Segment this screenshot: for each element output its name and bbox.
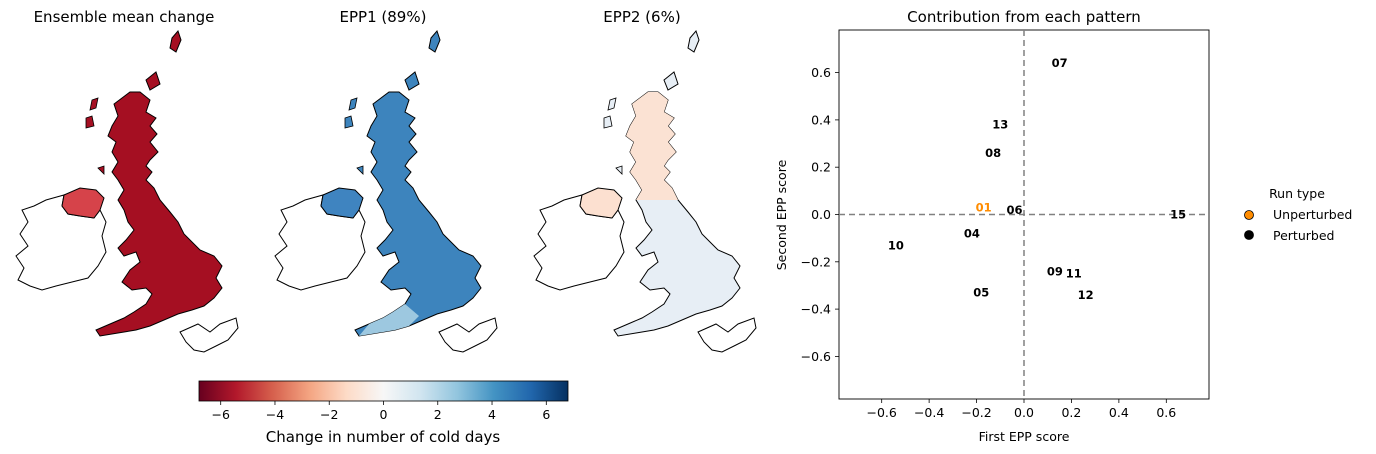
data-points: 01 04 05 06 07 08 09 10 11 12 13 15 (888, 56, 1186, 302)
legend-marker-perturbed (1244, 230, 1254, 240)
southwest-region (359, 304, 419, 336)
y-axis-label: Second EPP score (774, 159, 789, 270)
colorbar-tick-label: −6 (211, 407, 229, 422)
island-outline (348, 97, 358, 111)
colorbar: −6 −4 −2 0 2 4 6 Change in number of cold days (198, 380, 569, 446)
map-panel-epp2: EPP2 (6%) (533, 8, 757, 353)
legend-marker-unperturbed (1244, 210, 1254, 220)
y-tick-label: −0.6 (801, 349, 831, 364)
data-point-15: 15 (1170, 208, 1186, 222)
data-point-09: 09 (1047, 264, 1063, 278)
x-tick-label: 0.4 (1109, 405, 1129, 420)
y-tick-label: −0.2 (801, 254, 831, 269)
island-outline (85, 115, 95, 129)
map-panel-ensemble-mean: Ensemble mean change (15, 8, 239, 353)
island-outline (97, 165, 105, 175)
colorbar-tick-label: 0 (380, 407, 388, 422)
x-tick-label: 0.6 (1156, 405, 1176, 420)
y-tick-label: −0.4 (801, 302, 831, 317)
legend: Run type Unperturbed Perturbed (1244, 186, 1352, 243)
map-title-ensemble-mean: Ensemble mean change (34, 8, 215, 26)
legend-entry-unperturbed: Unperturbed (1244, 207, 1352, 222)
y-tick-label: 0.6 (811, 65, 831, 80)
colorbar-ticks: −6 −4 −2 0 2 4 6 (211, 401, 550, 422)
colorbar-tick-label: 2 (434, 407, 442, 422)
island-outline (356, 165, 364, 175)
northern-ireland-region (579, 187, 623, 219)
data-point-01: 01 (976, 200, 992, 214)
data-point-05: 05 (973, 286, 989, 300)
colorbar-tick-label: −2 (320, 407, 338, 422)
x-tick-label: 0.2 (1061, 405, 1081, 420)
legend-title: Run type (1269, 186, 1325, 201)
island-outline (89, 97, 99, 111)
chart-title: Contribution from each pattern (907, 8, 1141, 26)
map-epp1 (274, 30, 498, 353)
data-point-08: 08 (985, 146, 1001, 160)
map-title-epp2: EPP2 (6%) (603, 8, 680, 26)
france-coast-outline (697, 317, 757, 353)
colorbar-tick-label: −4 (266, 407, 284, 422)
data-point-12: 12 (1078, 288, 1094, 302)
scotland-region (626, 92, 678, 200)
island-outline (607, 97, 617, 111)
x-axis-ticks: −0.6 −0.4 −0.2 0.0 0.2 0.4 0.6 (867, 399, 1176, 420)
great-britain-region (613, 30, 741, 337)
legend-entry-perturbed: Perturbed (1244, 228, 1334, 243)
great-britain-region (95, 30, 223, 337)
france-coast-outline (179, 317, 239, 353)
x-tick-label: 0.0 (1014, 405, 1034, 420)
data-point-13: 13 (992, 118, 1008, 132)
northern-ireland-region (320, 187, 364, 219)
map-ensemble-mean (15, 30, 239, 353)
colorbar-label: Change in number of cold days (266, 428, 501, 446)
colorbar-tick-label: 6 (542, 407, 550, 422)
colorbar-gradient (198, 380, 569, 402)
y-axis-ticks: −0.6 −0.4 −0.2 0.0 0.2 0.4 0.6 (801, 65, 839, 364)
reference-lines (839, 30, 1209, 399)
data-point-04: 04 (964, 226, 980, 240)
scatter-chart: Contribution from each pattern −0.6 −0.4−… (774, 8, 1210, 444)
x-axis-label: First EPP score (979, 429, 1070, 444)
data-point-10: 10 (888, 238, 904, 252)
x-tick-label: −0.6 (867, 405, 897, 420)
y-tick-label: 0.0 (811, 207, 831, 222)
island-outline (615, 165, 623, 175)
island-outline (603, 115, 613, 129)
x-tick-label: −0.4 (914, 405, 944, 420)
x-tick-label: −0.2 (961, 405, 991, 420)
map-title-epp1: EPP1 (89%) (340, 8, 427, 26)
y-tick-label: 0.4 (811, 112, 831, 127)
data-point-06: 06 (1007, 203, 1023, 217)
legend-label-unperturbed: Unperturbed (1273, 207, 1352, 222)
data-point-07: 07 (1052, 56, 1068, 70)
map-epp2 (533, 30, 757, 353)
island-outline (344, 115, 354, 129)
great-britain-region (354, 30, 482, 337)
map-panel-epp1: EPP1 (89%) (274, 8, 498, 353)
colorbar-tick-label: 4 (488, 407, 496, 422)
data-point-11: 11 (1066, 267, 1082, 281)
northern-ireland-region (61, 187, 105, 219)
france-coast-outline (438, 317, 498, 353)
y-tick-label: 0.2 (811, 160, 831, 175)
legend-label-perturbed: Perturbed (1273, 228, 1334, 243)
